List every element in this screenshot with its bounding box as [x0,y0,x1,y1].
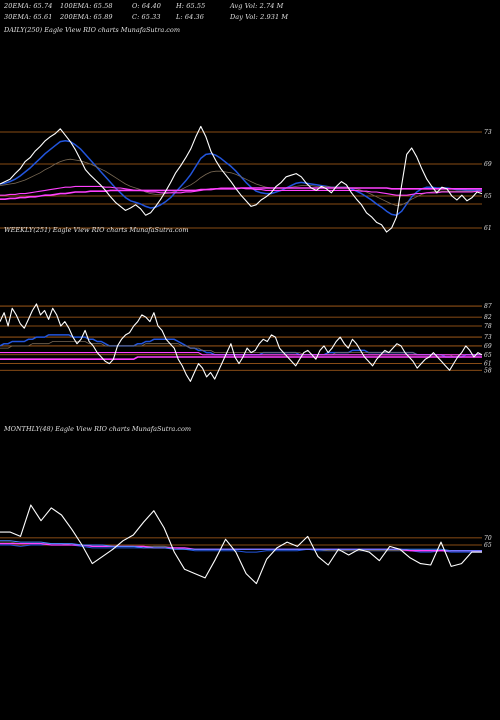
y-tick-label-0-1: 69 [484,161,492,168]
daily-panel-title: DAILY(250) Eagle View RIO charts MunafaS… [4,26,180,34]
y-tick-label-1-0: 87 [484,303,492,310]
header-row1-col4: H: 65.55 [176,2,206,10]
header-row1-col3: O: 64.40 [132,2,161,10]
y-tick-label-2-0: 70 [484,535,492,542]
y-tick-label-1-2: 78 [484,323,492,330]
header-row2-col5: Day Vol: 2.931 M [230,13,289,21]
header-row1-col2: 100EMA: 65.58 [60,2,113,10]
series-ema30-0 [0,158,482,207]
header-row1-col1: 20EMA: 65.74 [4,2,53,10]
series-price-1 [0,303,483,382]
y-tick-label-1-4: 69 [484,343,492,350]
y-tick-label-1-7: 58 [484,367,492,374]
y-tick-label-1-6: 61 [484,361,492,368]
header-row2-col3: C: 65.33 [132,13,161,21]
series-ema200-0 [0,187,482,200]
y-tick-label-0-3: 61 [484,225,492,232]
header-row2-col2: 200EMA: 65.89 [60,13,113,21]
series-ema30-1 [0,341,482,358]
y-tick-label-1-5: 65 [484,352,492,359]
header-row2-col4: L: 64.36 [176,13,204,21]
y-tick-label-2-1: 65 [484,542,492,549]
y-tick-label-1-1: 82 [484,314,492,321]
y-tick-label-1-3: 73 [484,334,492,341]
monthly-panel-title: MONTHLY(48) Eagle View RIO charts Munafa… [4,425,192,433]
series-price-0 [0,125,483,233]
series-ema100-1 [0,352,482,356]
header-row1-col5: Avg Vol: 2.74 M [230,2,284,10]
weekly-panel-title: WEEKLY(251) Eagle View RIO charts Munafa… [4,226,189,234]
series-ema200-1 [0,356,482,361]
y-tick-label-0-0: 73 [484,129,492,136]
header-row2-col1: 30EMA: 65.61 [4,13,53,21]
series-ema_slow-2 [0,540,482,552]
y-tick-label-0-2: 65 [484,193,492,200]
series-price-2 [0,504,482,585]
